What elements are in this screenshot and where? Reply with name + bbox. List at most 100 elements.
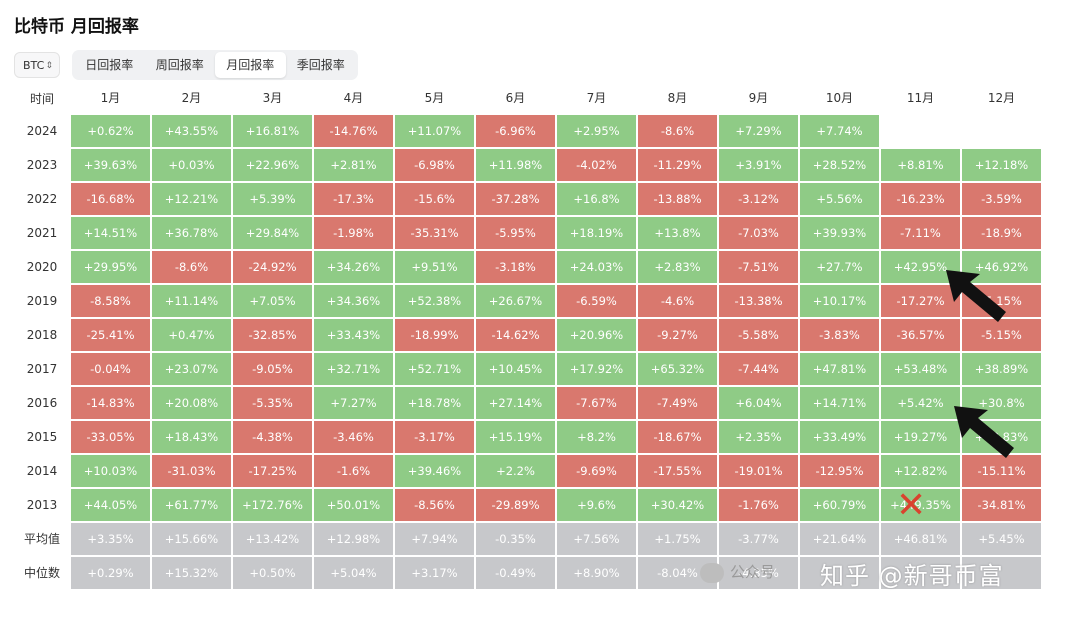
month-header: 3月 <box>262 91 283 105</box>
return-cell: -14.76% <box>314 115 393 147</box>
return-cell: -13.38% <box>719 285 798 317</box>
return-cell: -3.12% <box>719 183 798 215</box>
return-cell: +23.07% <box>152 353 231 385</box>
return-cell: +18.43% <box>152 421 231 453</box>
return-cell: -24.92% <box>233 251 312 283</box>
return-cell: +2.2% <box>476 455 555 487</box>
tab-monthly[interactable]: 月回报率 <box>215 52 286 78</box>
return-cell: +19.27% <box>881 421 960 453</box>
return-cell: -3.83% <box>800 319 879 351</box>
return-cell: +14.51% <box>71 217 150 249</box>
return-cell: +27.7% <box>800 251 879 283</box>
chevron-updown-icon: ⇕ <box>45 61 53 71</box>
return-cell: -8.58% <box>71 285 150 317</box>
return-cell: +0.50% <box>233 557 312 589</box>
return-cell: -0.49% <box>476 557 555 589</box>
return-cell: -18.9% <box>962 217 1041 249</box>
return-cell: -18.67% <box>638 421 717 453</box>
return-cell: +15.66% <box>152 523 231 555</box>
return-cell: +46.81% <box>881 523 960 555</box>
return-cell: +10.17% <box>800 285 879 317</box>
return-cell: +21.64% <box>800 523 879 555</box>
return-cell: +2.35% <box>719 421 798 453</box>
return-cell: +1.75% <box>638 523 717 555</box>
stat-row: 中位数 +0.29% +15.32% +0.50% +5.04% +3.17% -0.49%… <box>14 556 1042 590</box>
month-header: 5月 <box>424 91 445 105</box>
return-cell: +9.51% <box>395 251 474 283</box>
return-cell: -3.77% <box>719 523 798 555</box>
row-label: 2017 <box>26 362 58 376</box>
return-cell: -7.03% <box>719 217 798 249</box>
return-cell: -3.46% <box>314 421 393 453</box>
return-cell: +7.27% <box>314 387 393 419</box>
return-cell: -6.98% <box>395 149 474 181</box>
return-cell: +47.81% <box>800 353 879 385</box>
return-cell: +5.45% <box>962 523 1041 555</box>
row-label: 中位数 <box>23 566 60 580</box>
table-row: 2013 +44.05% +61.77% +172.76% +50.01% -8.56% -… <box>14 488 1042 522</box>
return-cell: +3.91% <box>719 149 798 181</box>
return-cell: +15.19% <box>476 421 555 453</box>
return-cell: +39.93% <box>800 217 879 249</box>
return-cell <box>962 557 1041 589</box>
coin-select[interactable]: BTC ⇕ <box>14 52 60 78</box>
return-cell: +7.29% <box>719 115 798 147</box>
return-cell: +449.35% <box>881 489 960 521</box>
row-label: 2018 <box>26 328 58 342</box>
return-cell: +5.04% <box>314 557 393 589</box>
return-cell <box>962 115 1041 147</box>
table-row: 2018 -25.41% +0.47% -32.85% +33.43% -18.99% -1… <box>14 318 1042 352</box>
stat-row: 平均值 +3.35% +15.66% +13.42% +12.98% +7.94% -0.3… <box>14 522 1042 556</box>
return-cell: -3.59% <box>962 183 1041 215</box>
return-cell: -18.99% <box>395 319 474 351</box>
return-cell: -17.3% <box>314 183 393 215</box>
return-cell: -8.6% <box>152 251 231 283</box>
return-cell: -3.17% <box>395 421 474 453</box>
return-cell: -7.67% <box>557 387 636 419</box>
return-cell: +24.03% <box>557 251 636 283</box>
return-cell: -3.18% <box>476 251 555 283</box>
return-cell: +39.46% <box>395 455 474 487</box>
return-cell: +29.95% <box>71 251 150 283</box>
return-cell: +2.83% <box>638 251 717 283</box>
return-cell: -17.25% <box>233 455 312 487</box>
row-label: 2022 <box>26 192 58 206</box>
tab-quarterly[interactable]: 季回报率 <box>296 58 345 72</box>
return-cell: +33.49% <box>800 421 879 453</box>
return-cell: +43.55% <box>152 115 231 147</box>
return-cell: -7.51% <box>719 251 798 283</box>
return-cell: +8.90% <box>557 557 636 589</box>
row-label: 2014 <box>26 464 58 478</box>
return-cell: +22.96% <box>233 149 312 181</box>
return-cell: +34.36% <box>314 285 393 317</box>
return-cell: +12.21% <box>152 183 231 215</box>
return-cell: -4.38% <box>233 421 312 453</box>
month-header: 7月 <box>586 91 607 105</box>
period-tabs: 日回报率 周回报率 月回报率 季回报率 <box>72 50 358 80</box>
month-header: 4月 <box>343 91 364 105</box>
month-header: 2月 <box>181 91 202 105</box>
return-cell: -19.01% <box>719 455 798 487</box>
return-cell: +0.47% <box>152 319 231 351</box>
row-label: 2021 <box>26 226 58 240</box>
table-row: 2017 -0.04% +23.07% -9.05% +32.71% +52.71% +10… <box>14 352 1042 386</box>
return-cell: +18.78% <box>395 387 474 419</box>
tab-daily[interactable]: 日回报率 <box>85 58 134 72</box>
return-cell: -8.56% <box>395 489 474 521</box>
return-cell: +12.18% <box>962 149 1041 181</box>
row-label: 2016 <box>26 396 58 410</box>
return-cell: +8.81% <box>881 149 960 181</box>
return-cell: +17.92% <box>557 353 636 385</box>
return-cell: +11.07% <box>395 115 474 147</box>
month-header: 11月 <box>906 91 935 105</box>
return-cell: -16.23% <box>881 183 960 215</box>
return-cell: -7.44% <box>719 353 798 385</box>
month-header: 6月 <box>505 91 526 105</box>
row-label: 2019 <box>26 294 58 308</box>
return-cell: +2.95% <box>557 115 636 147</box>
monthly-returns-table: 时间 1月 2月 3月 4月 5月 6月 7月 8月 9月 10月 11月 12月 2024 +0.62% +… <box>14 82 1042 590</box>
return-cell: -5.58% <box>719 319 798 351</box>
return-cell: -12.95% <box>800 455 879 487</box>
tab-weekly[interactable]: 周回报率 <box>155 58 204 72</box>
return-cell: -29.89% <box>476 489 555 521</box>
